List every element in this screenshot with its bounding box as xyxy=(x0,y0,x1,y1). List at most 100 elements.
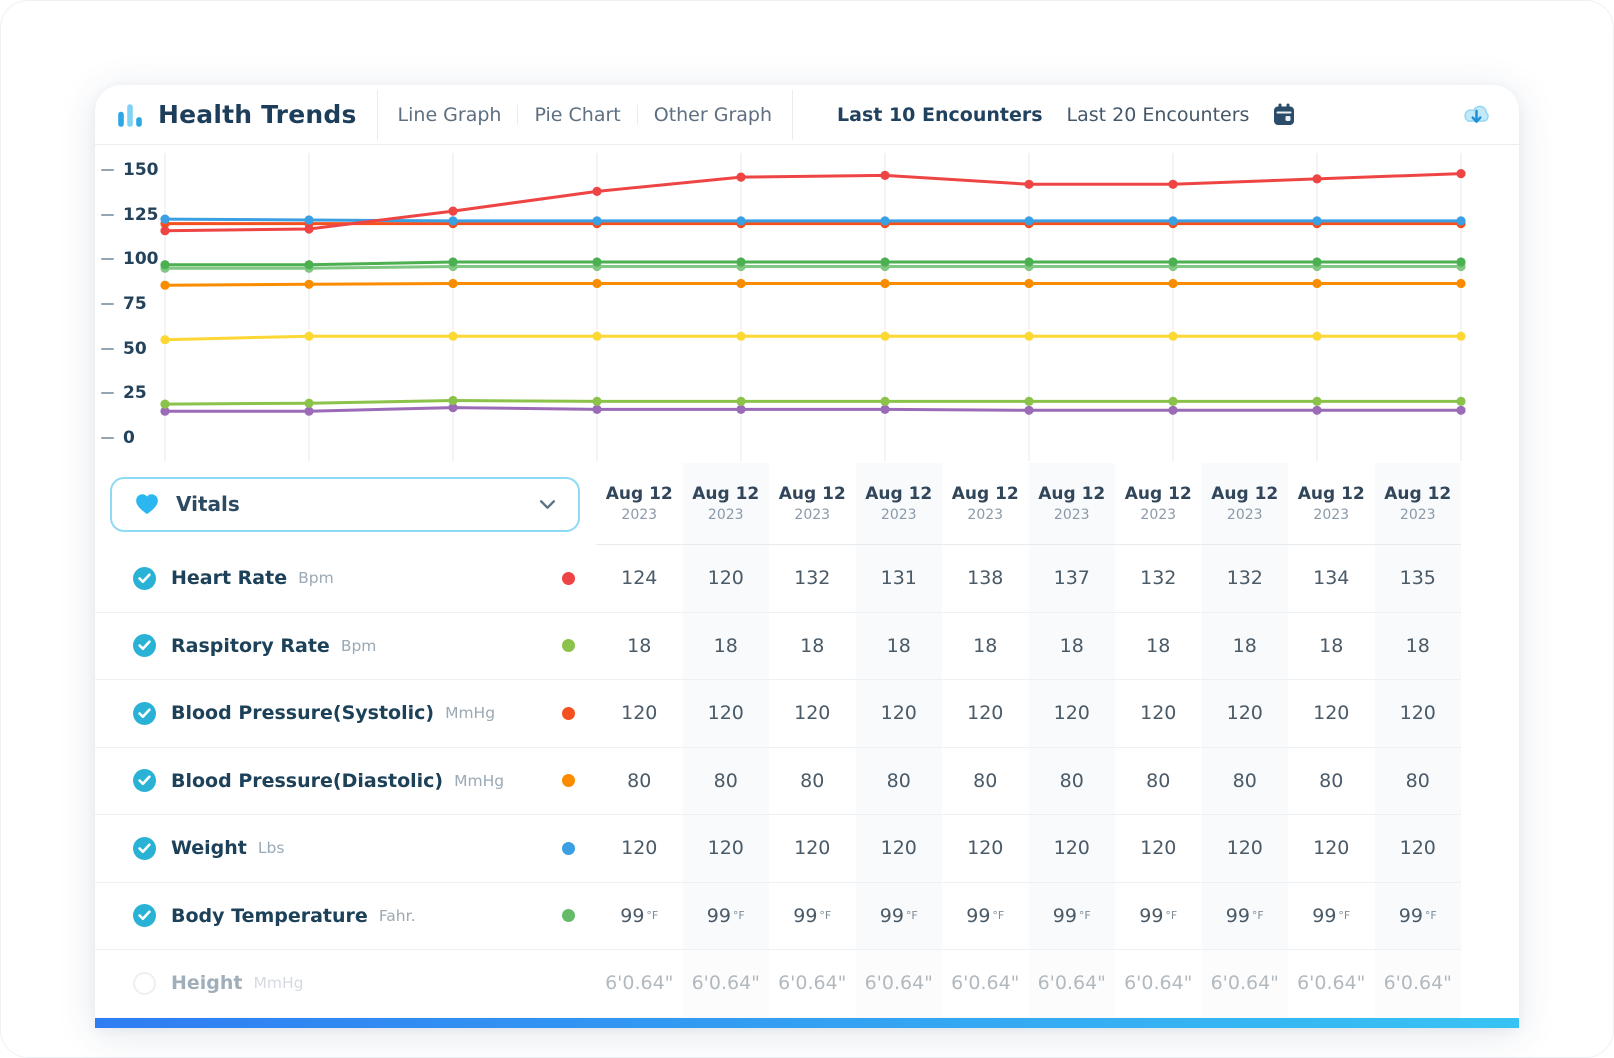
vital-value-cell: 99 °F xyxy=(1201,882,1288,949)
header-divider xyxy=(376,89,378,140)
series-unlabeled-yellow xyxy=(160,331,1466,345)
vital-name: Blood Pressure(Diastolic) xyxy=(171,769,444,792)
row-label: Blood Pressure(Diastolic) MmHg xyxy=(95,748,596,815)
vital-value-cell: 99 °F xyxy=(855,882,942,949)
vital-value-cell: 80 xyxy=(682,747,769,814)
vital-value-cell: 80 xyxy=(800,769,825,792)
tab-line-graph[interactable]: Line Graph xyxy=(397,103,502,126)
footer-accent-bar xyxy=(95,1018,1519,1028)
row-label: Heart Rate Bpm xyxy=(95,545,596,612)
vital-value-cell: 6'0.64" xyxy=(605,972,674,995)
bar-chart-logo-icon xyxy=(115,100,145,130)
vital-unit: MmHg xyxy=(253,974,304,993)
nav-separator xyxy=(517,104,519,125)
vital-value-cell: 99 °F xyxy=(793,904,832,927)
vital-value-cell: 6'0.64" xyxy=(1297,972,1366,995)
date-column-headers: Aug 12 2023 Aug 12 2023 Aug 12 2023 Aug 12 2023… xyxy=(596,463,1461,545)
vital-value-cell: 120 xyxy=(621,837,658,860)
table-row-raspitory-rate: Raspitory Rate Bpm 18 18 18 18 18 18 18 18 18 18 xyxy=(95,612,1461,680)
vital-name: Height xyxy=(171,972,243,995)
vital-value-cell: 18 xyxy=(1146,634,1171,657)
header-divider xyxy=(792,89,794,140)
vital-value-cell: 99 °F xyxy=(1139,904,1178,927)
row-check-icon[interactable] xyxy=(133,904,156,928)
row-check-icon[interactable] xyxy=(133,634,156,658)
vital-value-cell: 120 xyxy=(855,815,942,882)
nav-separator xyxy=(636,104,638,125)
vital-value-cell: 18 xyxy=(855,612,942,679)
vital-value-cell: 6'0.64" xyxy=(1374,950,1461,1017)
series-color-dot xyxy=(562,977,575,990)
calendar-icon[interactable] xyxy=(1271,102,1297,128)
tab-other-graph[interactable]: Other Graph xyxy=(653,103,773,126)
vital-unit: Bpm xyxy=(340,636,377,655)
table-row-heart-rate: Heart Rate Bpm 124 120 132 131 138 137 132 132 134… xyxy=(95,545,1461,613)
vitals-dropdown[interactable]: Vitals xyxy=(110,476,580,532)
vital-unit: MmHg xyxy=(445,704,496,723)
vital-value-cell: 120 xyxy=(967,837,1004,860)
vital-value-cell: 120 xyxy=(621,702,658,725)
vital-value-cell: 18 xyxy=(973,634,998,657)
vital-value-cell: 6'0.64" xyxy=(1201,950,1288,1017)
vital-value-cell: 18 xyxy=(1201,612,1288,679)
line-chart-canvas xyxy=(160,153,1466,461)
vital-value-cell: 120 xyxy=(1374,680,1461,747)
row-label: Body Temperature Fahr. xyxy=(95,883,596,950)
vital-value-cell: 137 xyxy=(1028,545,1115,612)
vital-value-cell: 99 °F xyxy=(620,904,659,927)
vital-value-cell: 18 xyxy=(800,634,825,657)
vital-value-cell: 132 xyxy=(1201,545,1288,612)
row-label: Height MmHg xyxy=(95,950,596,1017)
date-column-header: Aug 12 2023 xyxy=(1028,463,1115,544)
vital-value-cell: 80 xyxy=(1028,747,1115,814)
vital-value-cell: 80 xyxy=(627,769,652,792)
vitals-rows: Heart Rate Bpm 124 120 132 131 138 137 132 132 134… xyxy=(95,545,1461,1018)
vital-value-cell: 80 xyxy=(1319,769,1344,792)
vital-value-cell: 120 xyxy=(1201,815,1288,882)
table-row-height: Height MmHg 6'0.64" 6'0.64" 6'0.64" 6'0.64" 6'… xyxy=(95,950,1461,1018)
date-column-header: Aug 12 2023 xyxy=(1201,463,1288,544)
date-column-header: Aug 12 2023 xyxy=(951,484,1019,523)
vital-value-cell: 120 xyxy=(1201,680,1288,747)
tab-last-20-encounters[interactable]: Last 20 Encounters xyxy=(1066,103,1250,126)
series-color-dot xyxy=(562,841,575,855)
tab-last-10-encounters[interactable]: Last 10 Encounters xyxy=(837,103,1043,126)
vital-unit: Bpm xyxy=(298,569,334,588)
vital-value-cell: 132 xyxy=(794,567,831,590)
table-row-blood-pressure-systolic: Blood Pressure(Systolic) MmHg 120 120 120 120… xyxy=(95,680,1461,748)
vital-value-cell: 6'0.64" xyxy=(1028,950,1115,1017)
table-header-label-col: Vitals xyxy=(95,463,596,545)
vital-unit: MmHg xyxy=(454,771,505,790)
vital-value-cell: 18 xyxy=(1319,634,1344,657)
vital-value-cell: 120 xyxy=(1313,837,1350,860)
vital-value-cell: 120 xyxy=(1028,815,1115,882)
row-check-icon[interactable] xyxy=(133,836,156,860)
date-column-header: Aug 12 2023 xyxy=(1297,484,1365,523)
date-column-header: Aug 12 2023 xyxy=(682,463,769,544)
date-column-header: Aug 12 2023 xyxy=(1124,484,1192,523)
health-trends-card: Health Trends Line Graph Pie Chart Other… xyxy=(95,85,1519,1028)
tab-pie-chart[interactable]: Pie Chart xyxy=(534,103,621,126)
row-check-icon[interactable] xyxy=(133,769,156,793)
row-label: Raspitory Rate Bpm xyxy=(95,613,596,680)
vital-unit: Lbs xyxy=(257,839,285,858)
row-check-icon[interactable] xyxy=(133,566,156,590)
chevron-down-icon xyxy=(539,499,556,510)
row-check-icon[interactable] xyxy=(133,701,156,725)
vital-name: Raspitory Rate xyxy=(171,634,330,657)
row-check-icon[interactable] xyxy=(133,971,156,995)
vital-value-cell: 124 xyxy=(621,567,658,590)
vital-value-cell: 138 xyxy=(967,567,1004,590)
vital-value-cell: 6'0.64" xyxy=(682,950,769,1017)
vital-name: Body Temperature xyxy=(171,904,368,927)
row-label: Weight Lbs xyxy=(95,815,596,882)
vital-value-cell: 6'0.64" xyxy=(778,972,847,995)
vital-value-cell: 99 °F xyxy=(1028,882,1115,949)
cloud-download-icon[interactable] xyxy=(1460,101,1493,128)
vital-value-cell: 18 xyxy=(682,612,769,679)
series-color-dot xyxy=(562,909,575,923)
date-column-header: Aug 12 2023 xyxy=(605,484,673,523)
vital-value-cell: 18 xyxy=(1028,612,1115,679)
vital-value-cell: 6'0.64" xyxy=(1124,972,1193,995)
vital-unit: Fahr. xyxy=(378,906,416,925)
